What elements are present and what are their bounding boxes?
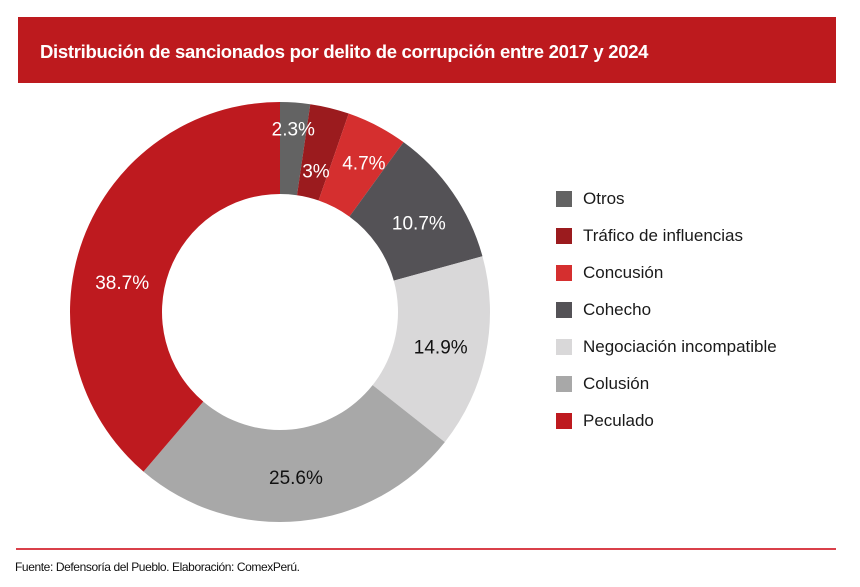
legend-label: Colusión	[583, 374, 650, 393]
donut-slice-colusion	[143, 385, 445, 522]
legend-swatch	[556, 339, 572, 355]
footer-divider	[16, 548, 836, 550]
legend-swatch	[556, 413, 572, 429]
legend-label: Peculado	[583, 411, 654, 430]
donut-slice-concusion	[318, 113, 404, 217]
legend-swatch	[556, 228, 572, 244]
legend-label: Concusión	[583, 263, 664, 282]
slice-data-label: 38.7%	[95, 273, 149, 294]
donut-slice-cohecho	[349, 142, 483, 281]
donut-labels: 2.3% 3% 4.7% 10.7% 14.9% 25.6% 38.7%	[95, 119, 468, 489]
slice-data-label: 14.9%	[414, 338, 468, 359]
donut-slice-negociacion-incompatible	[372, 256, 491, 443]
legend-label: Cohecho	[583, 300, 652, 319]
legend-label: Tráfico de influencias	[583, 226, 744, 245]
donut-slice-trafico-de-influencias	[297, 104, 349, 201]
donut-slice-peculado	[69, 101, 280, 472]
chart-header: Distribución de sancionados por delito d…	[18, 17, 836, 83]
legend-swatch	[556, 191, 572, 207]
chart-title: Distribución de sancionados por delito d…	[40, 41, 649, 62]
legend-swatch	[556, 265, 572, 281]
source-note: Fuente: Defensoría del Pueblo. Elaboraci…	[15, 560, 300, 574]
legend-label: Negociación incompatible	[583, 337, 777, 356]
legend-swatch	[556, 376, 572, 392]
slice-data-label: 4.7%	[342, 154, 385, 175]
legend-label: Otros	[583, 189, 625, 208]
donut-slices	[69, 101, 491, 522]
donut-slice-otros	[280, 102, 311, 196]
slice-data-label: 3%	[302, 161, 330, 182]
slice-data-label: 25.6%	[269, 468, 323, 489]
slice-data-label: 10.7%	[392, 214, 446, 235]
slice-data-label: 2.3%	[272, 119, 315, 140]
legend-swatch	[556, 302, 572, 318]
